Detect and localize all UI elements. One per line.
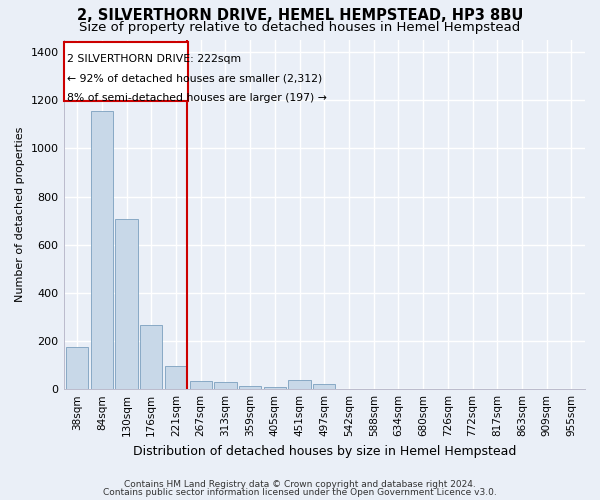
Text: 2 SILVERTHORN DRIVE: 222sqm: 2 SILVERTHORN DRIVE: 222sqm xyxy=(67,54,241,64)
Bar xyxy=(239,386,261,389)
Text: 2, SILVERTHORN DRIVE, HEMEL HEMPSTEAD, HP3 8BU: 2, SILVERTHORN DRIVE, HEMEL HEMPSTEAD, H… xyxy=(77,8,523,23)
Bar xyxy=(214,382,236,389)
Bar xyxy=(140,326,163,389)
Text: Contains public sector information licensed under the Open Government Licence v3: Contains public sector information licen… xyxy=(103,488,497,497)
Y-axis label: Number of detached properties: Number of detached properties xyxy=(15,127,25,302)
Text: Size of property relative to detached houses in Hemel Hempstead: Size of property relative to detached ho… xyxy=(79,21,521,34)
Bar xyxy=(115,220,137,389)
FancyBboxPatch shape xyxy=(64,42,188,102)
Bar xyxy=(165,366,187,389)
X-axis label: Distribution of detached houses by size in Hemel Hempstead: Distribution of detached houses by size … xyxy=(133,444,516,458)
Text: Contains HM Land Registry data © Crown copyright and database right 2024.: Contains HM Land Registry data © Crown c… xyxy=(124,480,476,489)
Bar xyxy=(289,380,311,389)
Text: 8% of semi-detached houses are larger (197) →: 8% of semi-detached houses are larger (1… xyxy=(67,93,327,103)
Bar xyxy=(91,111,113,389)
Bar xyxy=(313,384,335,389)
Bar xyxy=(264,388,286,389)
Bar xyxy=(66,347,88,389)
Text: ← 92% of detached houses are smaller (2,312): ← 92% of detached houses are smaller (2,… xyxy=(67,74,322,84)
Bar xyxy=(190,381,212,389)
